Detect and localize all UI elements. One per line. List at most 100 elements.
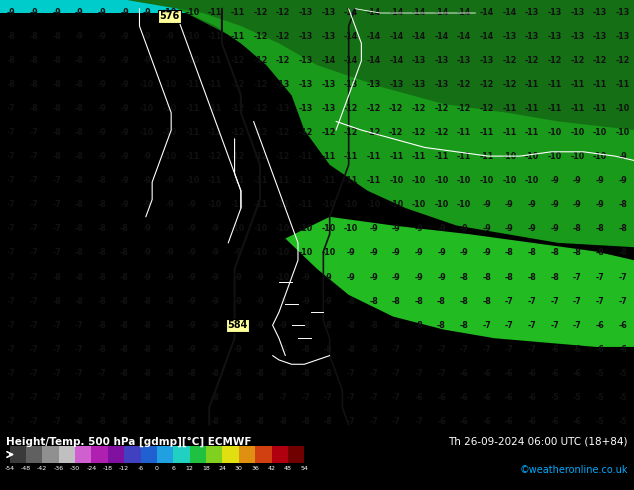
Text: -9: -9 <box>256 296 265 306</box>
Text: -12: -12 <box>411 128 426 137</box>
Text: -8: -8 <box>437 321 446 330</box>
Text: -12: -12 <box>502 80 517 89</box>
Text: -8: -8 <box>98 176 107 185</box>
Text: ©weatheronline.co.uk: ©weatheronline.co.uk <box>519 465 628 475</box>
Text: -7: -7 <box>7 176 16 185</box>
Text: -8: -8 <box>210 393 219 402</box>
Text: -12: -12 <box>457 104 471 113</box>
Text: -13: -13 <box>321 80 335 89</box>
Bar <box>26 446 42 463</box>
Text: -11: -11 <box>208 176 223 185</box>
Text: -8: -8 <box>52 56 61 65</box>
Text: -14: -14 <box>321 56 335 65</box>
Text: -12: -12 <box>366 128 381 137</box>
Text: -9: -9 <box>188 200 197 209</box>
Text: -8: -8 <box>505 248 514 257</box>
Text: -7: -7 <box>30 176 38 185</box>
Text: -13: -13 <box>411 56 426 65</box>
Text: -7: -7 <box>75 345 84 354</box>
Text: -8: -8 <box>120 296 129 306</box>
Text: -9: -9 <box>460 248 469 257</box>
Text: -11: -11 <box>253 200 268 209</box>
Text: -9: -9 <box>347 272 355 282</box>
Text: -7: -7 <box>52 176 61 185</box>
Text: -5: -5 <box>596 393 604 402</box>
Text: -8: -8 <box>460 321 469 330</box>
Text: 6: 6 <box>171 466 175 471</box>
Text: -6: -6 <box>573 417 582 426</box>
Text: -12: -12 <box>548 56 562 65</box>
Text: -8: -8 <box>233 393 242 402</box>
Text: -12: -12 <box>253 32 268 41</box>
Text: -10: -10 <box>140 128 154 137</box>
Text: -7: -7 <box>573 272 582 282</box>
Text: -13: -13 <box>299 104 313 113</box>
Text: -12: -12 <box>253 128 268 137</box>
Text: -7: -7 <box>7 128 16 137</box>
Text: -11: -11 <box>593 80 607 89</box>
Text: -9: -9 <box>98 128 107 137</box>
Text: -11: -11 <box>548 80 562 89</box>
Text: -9: -9 <box>188 224 197 233</box>
Text: -13: -13 <box>570 32 585 41</box>
Text: -8: -8 <box>30 80 39 89</box>
Text: -11: -11 <box>548 104 562 113</box>
Text: -8: -8 <box>324 345 333 354</box>
Text: -10: -10 <box>344 224 358 233</box>
Text: -9: -9 <box>188 296 197 306</box>
Text: -11: -11 <box>253 176 268 185</box>
Text: -8: -8 <box>188 417 197 426</box>
Text: -11: -11 <box>208 80 223 89</box>
Text: 24: 24 <box>219 466 226 471</box>
Text: -9: -9 <box>120 128 129 137</box>
Text: -8: -8 <box>7 32 16 41</box>
Bar <box>108 446 124 463</box>
Text: -7: -7 <box>437 369 446 378</box>
Text: -9: -9 <box>482 200 491 209</box>
Text: -14: -14 <box>344 32 358 41</box>
Text: -12: -12 <box>231 104 245 113</box>
Text: -9: -9 <box>165 32 174 41</box>
Text: -7: -7 <box>52 369 61 378</box>
Text: -9: -9 <box>7 7 16 17</box>
Text: -12: -12 <box>480 104 494 113</box>
Text: -8: -8 <box>30 56 39 65</box>
Text: -12: -12 <box>389 104 403 113</box>
Text: -11: -11 <box>525 128 540 137</box>
Text: -6: -6 <box>460 393 469 402</box>
Text: -13: -13 <box>502 32 517 41</box>
Text: -7: -7 <box>52 393 61 402</box>
Text: -6: -6 <box>138 466 143 471</box>
Text: -11: -11 <box>344 176 358 185</box>
Text: 42: 42 <box>268 466 276 471</box>
Text: -42: -42 <box>37 466 48 471</box>
Text: -8: -8 <box>75 176 84 185</box>
Text: -13: -13 <box>299 7 313 17</box>
Text: -11: -11 <box>525 80 540 89</box>
Text: -8: -8 <box>98 200 107 209</box>
Text: -6: -6 <box>573 345 582 354</box>
Text: -11: -11 <box>276 200 290 209</box>
Text: -7: -7 <box>415 417 424 426</box>
Text: -9: -9 <box>596 200 604 209</box>
Text: -12: -12 <box>366 104 381 113</box>
Text: -11: -11 <box>208 32 223 41</box>
Text: -12: -12 <box>276 152 290 161</box>
Text: -9: -9 <box>143 152 152 161</box>
Text: -13: -13 <box>434 80 449 89</box>
Text: -12: -12 <box>231 152 245 161</box>
Text: -9: -9 <box>233 321 242 330</box>
Text: -14: -14 <box>457 7 471 17</box>
Text: -12: -12 <box>434 104 449 113</box>
Text: -9: -9 <box>165 200 174 209</box>
Text: -8: -8 <box>98 417 107 426</box>
Text: -7: -7 <box>527 321 536 330</box>
Text: -7: -7 <box>347 417 355 426</box>
Text: -9: -9 <box>369 248 378 257</box>
Text: -10: -10 <box>185 7 200 17</box>
Text: -7: -7 <box>7 369 16 378</box>
Text: -10: -10 <box>457 176 471 185</box>
Text: -7: -7 <box>392 345 401 354</box>
Text: -12: -12 <box>344 104 358 113</box>
Text: 54: 54 <box>301 466 308 471</box>
